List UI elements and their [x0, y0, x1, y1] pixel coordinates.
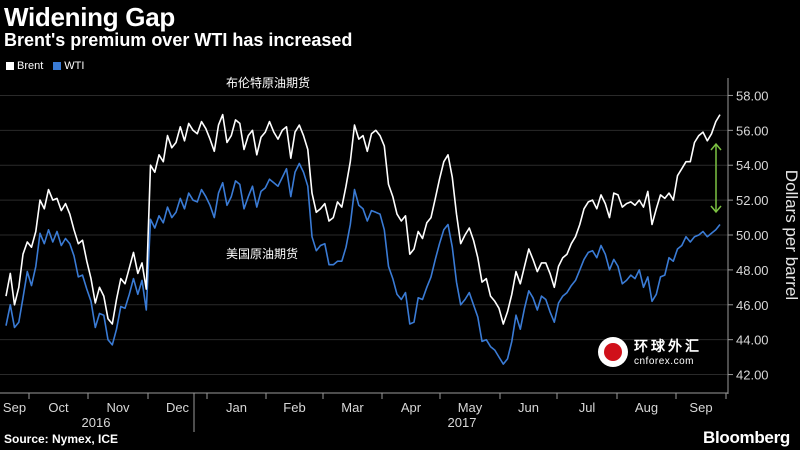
chart-title: Widening Gap: [4, 2, 175, 32]
x-tick-label: Mar: [341, 400, 364, 415]
source-note: Source: Nymex, ICE: [4, 432, 119, 446]
legend-swatch-wti: [53, 62, 62, 70]
x-tick-label: Sep: [3, 400, 26, 415]
y-tick-label: 58.00: [736, 88, 769, 103]
series-line-brent: [5, 113, 721, 325]
legend-swatch-brent: [6, 62, 14, 70]
x-tick-label: Apr: [401, 400, 422, 415]
legend-label-brent: Brent: [17, 60, 44, 72]
watermark-line2: cnforex.com: [634, 356, 694, 367]
x-tick-label: Jun: [518, 400, 539, 415]
x-tick-label: May: [458, 400, 483, 415]
x-tick-label: Dec: [166, 400, 190, 415]
x-tick-label: Feb: [283, 400, 305, 415]
x-tick-label: Oct: [48, 400, 69, 415]
watermark-line1: 环球外汇: [634, 338, 702, 354]
x-year-label-2016: 2016: [82, 415, 111, 430]
x-tick-label: Jul: [579, 400, 596, 415]
spread-arrow-head-up: [710, 142, 722, 151]
spread-arrow-head-down: [710, 205, 722, 214]
legend-item-wti: WTI: [53, 60, 84, 72]
y-tick-label: 44.00: [736, 333, 769, 348]
x-tick-label: Aug: [635, 400, 658, 415]
x-tick-label: Sep: [689, 400, 712, 415]
legend-item-brent: Brent: [6, 60, 43, 72]
y-tick-label: 56.00: [736, 123, 769, 138]
x-tick-label: Jan: [226, 400, 247, 415]
y-tick-label: 46.00: [736, 298, 769, 313]
y-tick-label: 52.00: [736, 193, 769, 208]
y-tick-label: 48.00: [736, 263, 769, 278]
y-axis-label: Dollars per barrel: [782, 170, 800, 300]
annotation-wti: 美国原油期货: [226, 246, 298, 261]
series-line-wti: [5, 162, 721, 365]
y-tick-label: 42.00: [736, 368, 769, 383]
cnforex-logo-icon: [598, 336, 628, 367]
cnforex-watermark: 环球外汇 cnforex.com: [598, 336, 702, 367]
x-tick-label: Nov: [106, 400, 130, 415]
y-tick-label: 54.00: [736, 158, 769, 173]
annotation-brent: 布伦特原油期货: [226, 75, 310, 90]
legend-label-wti: WTI: [64, 60, 85, 72]
y-tick-label: 50.00: [736, 228, 769, 243]
bloomberg-logo: Bloomberg: [702, 428, 790, 447]
chart-subtitle: Brent's premium over WTI has increased: [4, 30, 353, 50]
x-year-label-2017: 2017: [448, 415, 477, 430]
legend: Brent WTI: [6, 60, 90, 72]
